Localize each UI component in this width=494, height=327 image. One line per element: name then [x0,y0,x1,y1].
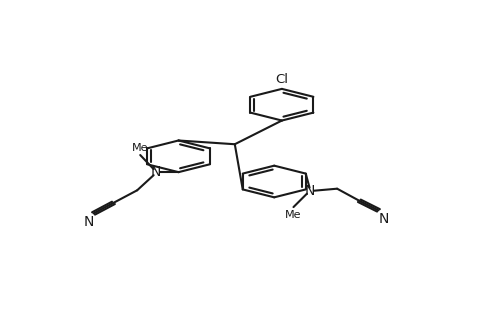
Text: N: N [304,184,315,198]
Text: Cl: Cl [275,73,288,86]
Text: N: N [150,165,161,179]
Text: Me: Me [285,210,302,220]
Text: N: N [84,215,94,229]
Text: Me: Me [132,143,149,152]
Text: N: N [379,212,389,226]
